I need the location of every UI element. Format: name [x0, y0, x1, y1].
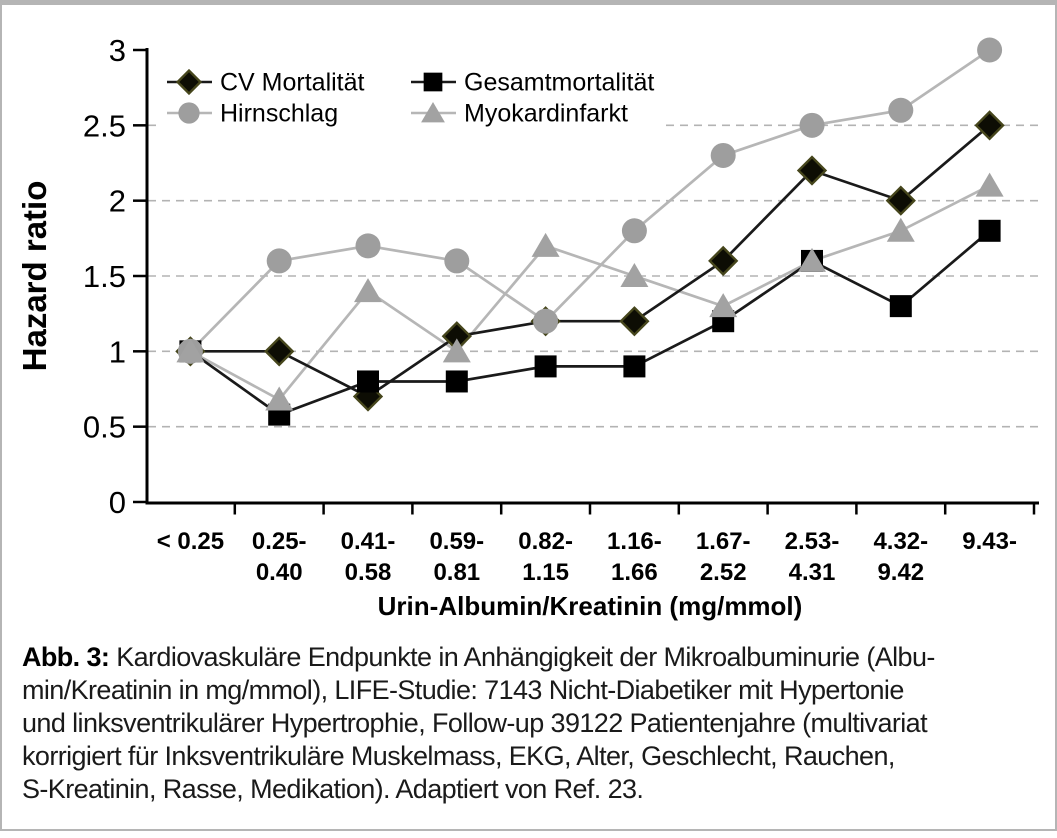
y-tick-label: 1 [109, 334, 126, 369]
caption-line-5: S-Kreatinin, Rasse, Medikation). Adaptie… [22, 774, 644, 804]
y-axis-title: Hazard ratio [16, 181, 53, 372]
x-tick-label: 0.58 [345, 559, 392, 586]
caption-line-1: Abb. 3: Kardiovaskuläre Endpunkte in Anh… [22, 641, 1042, 674]
legend: CV Mortalität Gesamtmortalität Hirnschlag M… [167, 69, 654, 128]
markers-myokardinfarkt [176, 172, 1004, 411]
line-cv-mortalit-t [190, 124, 991, 399]
x-tick-label: 2.52 [700, 559, 747, 586]
caption-label: Abb. 3: [22, 642, 110, 672]
y-tick-label: 2.5 [83, 108, 126, 143]
x-tick-label: 1.16- [607, 528, 662, 555]
series-markers [175, 37, 1005, 426]
x-tick-label: 1.15 [522, 559, 569, 586]
y-tick-label: 1.5 [83, 259, 126, 294]
y-tick-label: 2 [109, 184, 126, 219]
legend-background [158, 62, 663, 132]
legend-item-gesamtmortalit-t: Gesamtmortalität [411, 69, 654, 97]
hazard-ratio-chart: 0 0.5 1 1.5 2 2.5 3 Hazard ratio < 0.25 0.25- 0.40… [16, 33, 1039, 621]
legend-label-myokardinfarkt: Myokardinfarkt [464, 100, 628, 128]
figure-caption: Abb. 3: Kardiovaskuläre Endpunkte in Anh… [22, 641, 1042, 806]
y-tick-label: 3 [109, 33, 126, 68]
x-tick-label: 1.66 [611, 559, 658, 586]
x-axis-title: Urin-Albumin/Kreatinin (mg/mmol) [378, 591, 803, 621]
legend-item-myokardinfarkt: Myokardinfarkt [411, 100, 628, 128]
legend-item-cv-mortalit-t: CV Mortalität [167, 69, 365, 97]
legend-label-cv-mortalit-t: CV Mortalität [220, 69, 365, 97]
x-tick-label: 0.59- [429, 528, 484, 555]
x-tick-label: 0.41- [341, 528, 396, 555]
x-tick-label: 0.82- [518, 528, 573, 555]
x-tick-label: 4.31 [789, 559, 836, 586]
x-tick-label: < 0.25 [157, 528, 224, 555]
gridlines [148, 124, 1039, 428]
x-tick-label: 9.43- [962, 528, 1017, 555]
series-lines [189, 48, 991, 417]
line-gesamtmortalit-t [189, 229, 991, 417]
y-tick-label: 0 [109, 485, 126, 520]
caption-line-2: min/Kreatinin in mg/mmol), LIFE-Studie: … [22, 675, 904, 705]
legend-label-gesamtmortalit-t: Gesamtmortalität [464, 69, 654, 97]
x-tick-label: 4.32- [873, 528, 928, 555]
x-tick-label: 0.25- [252, 528, 307, 555]
x-tick-label: 0.40 [256, 559, 303, 586]
caption-line-4: korrigiert für Inksventrikuläre Muskelma… [22, 741, 895, 771]
x-axis: < 0.25 0.25- 0.40 0.41- 0.58 0.59- 0.81 0.82- 1.… [145, 501, 1039, 621]
x-tick-label: 9.42 [877, 559, 924, 586]
markers-gesamtmortalit-t [179, 219, 1001, 426]
legend-label-hirnschlag: Hirnschlag [220, 100, 338, 128]
caption-text: Kardiovaskuläre Endpunkte in Anhängigkei… [116, 642, 935, 672]
x-tick-label: 0.81 [433, 559, 480, 586]
caption-line-3: und linksventrikulärer Hypertrophie, Fol… [22, 708, 928, 738]
x-tick-label: 1.67- [696, 528, 751, 555]
y-tick-label: 0.5 [83, 410, 126, 445]
legend-item-hirnschlag: Hirnschlag [167, 100, 338, 128]
x-tick-label: 2.53- [785, 528, 840, 555]
line-myokardinfarkt [189, 184, 991, 402]
line-hirnschlag [189, 48, 991, 353]
y-axis: 0 0.5 1 1.5 2 2.5 3 Hazard ratio [16, 33, 149, 520]
